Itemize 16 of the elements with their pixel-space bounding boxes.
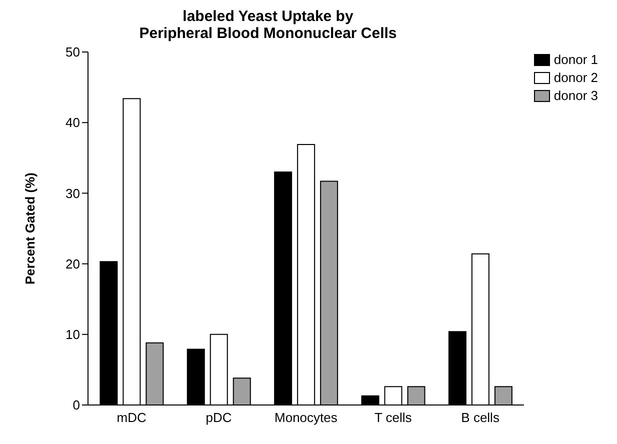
legend-label: donor 2 [554,70,598,85]
chart-title: labeled Yeast Uptake by Peripheral Blood Mononuclear Cells [138,8,398,42]
x-tick-label: T cells [374,410,412,426]
y-tick-label: 10 [66,327,80,342]
legend-label: donor 1 [554,52,598,67]
y-tick-label: 50 [66,44,80,60]
y-tick-label: 0 [72,398,80,413]
y-tick-label: 20 [66,256,80,272]
x-tick-label: pDC [206,410,232,426]
x-tick-label: B cells [461,410,500,426]
x-tick-label: Monocytes [274,410,338,426]
y-axis-title: Percent Gated (%) [22,172,38,284]
y-tick-label: 40 [66,115,80,130]
x-tick-label: mDC [116,410,146,426]
legend-label: donor 3 [554,88,598,103]
y-tick-label: 30 [66,186,80,201]
